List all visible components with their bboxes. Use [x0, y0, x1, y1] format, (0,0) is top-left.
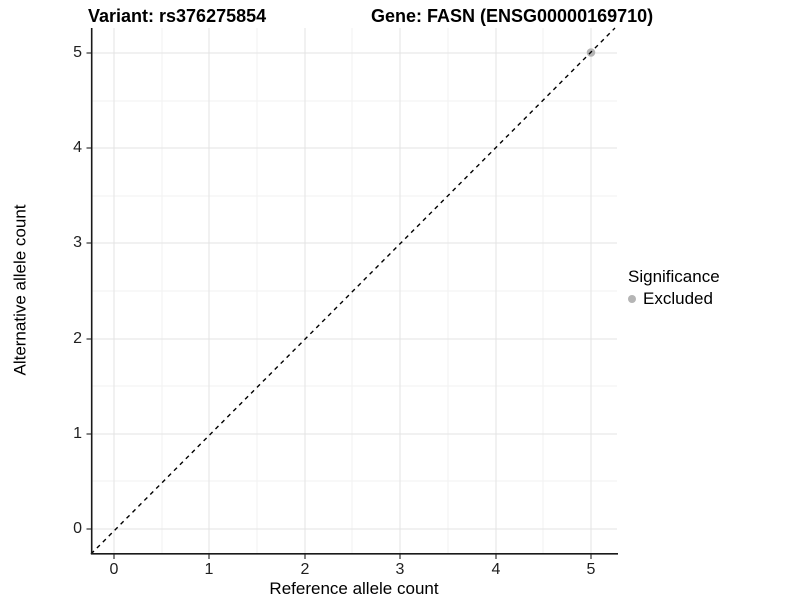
x-tick-label-2: 2 — [300, 561, 310, 578]
plot-title-gene: Gene: FASN (ENSG00000169710) — [371, 6, 654, 26]
major-gridlines — [92, 28, 617, 553]
y-tick-label-0: 0 — [73, 520, 82, 537]
x-tick-label-1: 1 — [204, 561, 214, 578]
x-tick-label-0: 0 — [109, 561, 119, 578]
y-tick-label-5: 5 — [73, 44, 82, 61]
excluded-marker-icon — [628, 295, 636, 303]
y-tick-label-1: 1 — [73, 425, 82, 442]
legend-label-excluded: Excluded — [643, 289, 713, 308]
minor-gridlines — [92, 28, 617, 553]
identity-dashed-line — [90, 27, 616, 555]
x-axis-title: Reference allele count — [269, 579, 439, 598]
legend-item-excluded: Excluded — [628, 289, 720, 309]
y-tick-label-4: 4 — [73, 139, 82, 156]
plot-title-variant: Variant: rs376275854 — [88, 6, 267, 26]
x-tick-label-5: 5 — [586, 561, 596, 578]
legend: Significance Excluded — [628, 267, 720, 309]
axis-lines — [90, 28, 618, 555]
x-tick-label-3: 3 — [395, 561, 405, 578]
axis-tick-marks — [86, 52, 592, 559]
y-tick-label-2: 2 — [73, 330, 82, 347]
y-tick-label-3: 3 — [73, 234, 82, 251]
x-tick-label-4: 4 — [491, 561, 501, 578]
legend-title: Significance — [628, 267, 720, 286]
y-axis-title: Alternative allele count — [10, 204, 30, 376]
